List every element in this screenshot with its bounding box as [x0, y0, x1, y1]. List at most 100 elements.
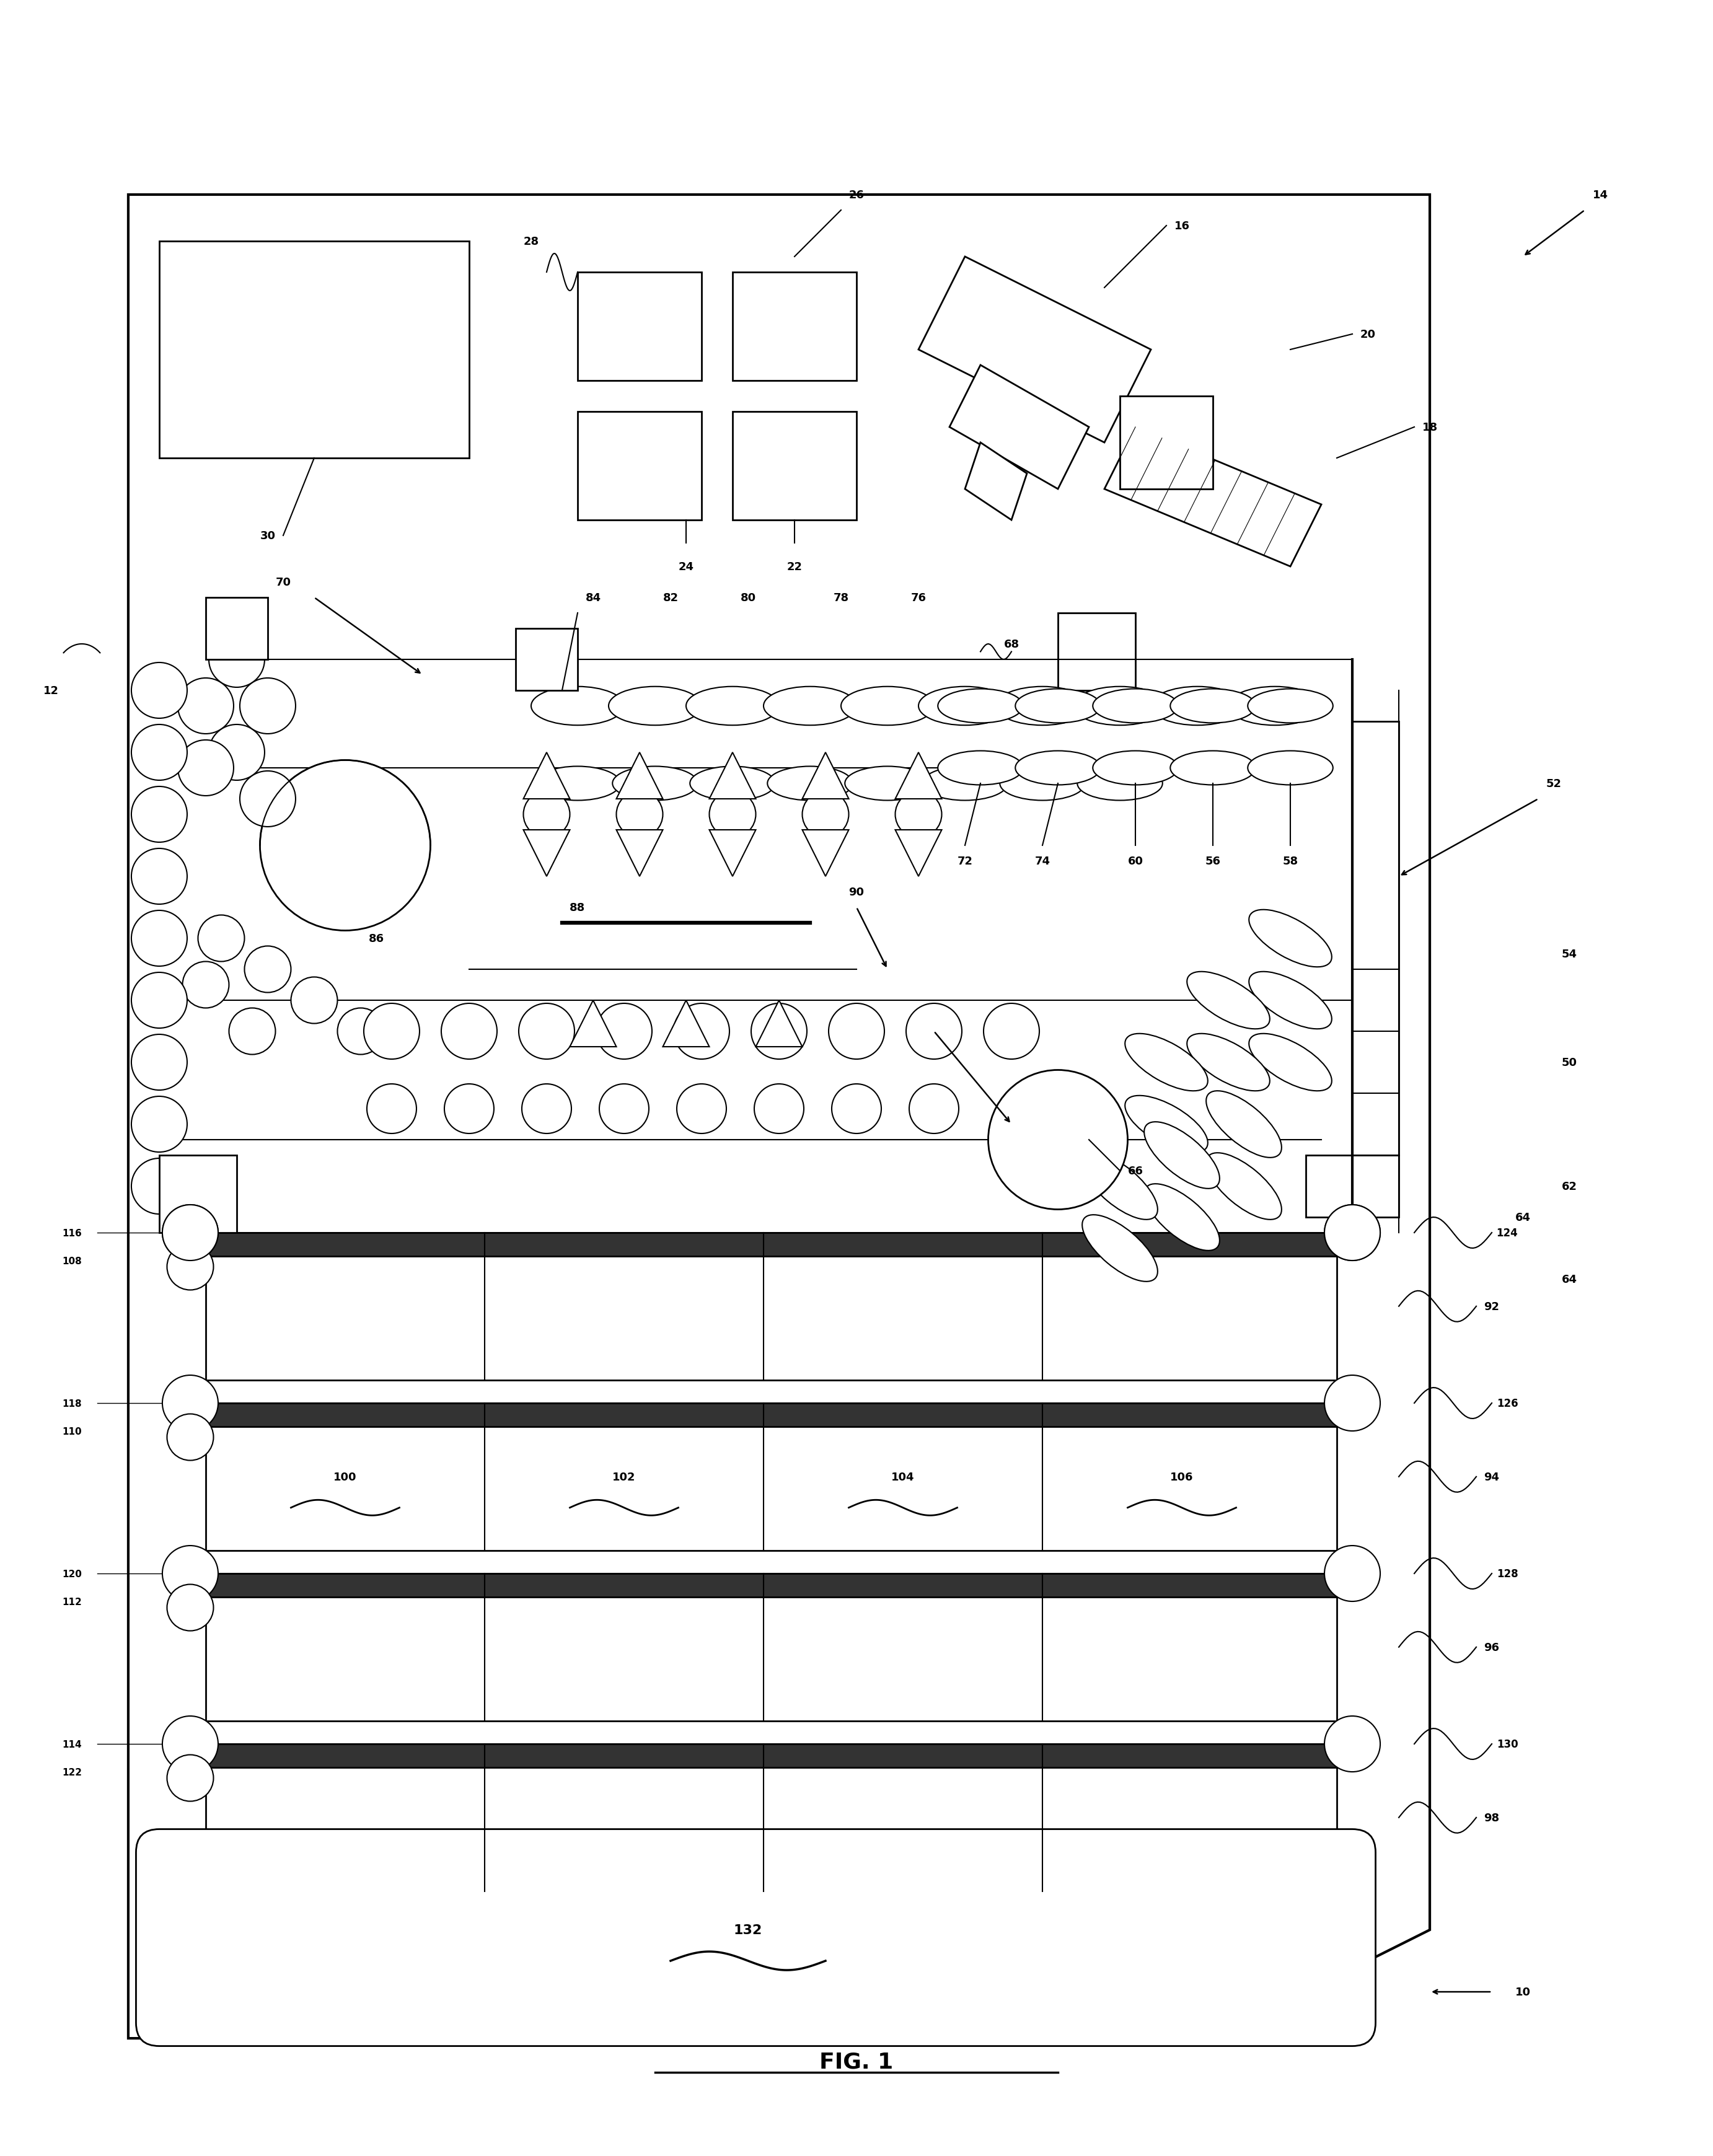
Polygon shape [918, 257, 1151, 442]
Circle shape [709, 791, 755, 839]
Circle shape [988, 1069, 1127, 1210]
Circle shape [363, 1005, 420, 1059]
Circle shape [337, 1009, 384, 1054]
Circle shape [245, 946, 291, 992]
Bar [206, 1574, 1336, 1720]
Ellipse shape [1074, 688, 1167, 727]
Circle shape [163, 1205, 218, 1261]
Text: 24: 24 [678, 561, 694, 573]
Ellipse shape [1249, 1035, 1331, 1091]
Text: 124: 124 [1497, 1227, 1518, 1238]
Circle shape [132, 849, 187, 906]
Text: 102: 102 [613, 1470, 636, 1483]
Ellipse shape [937, 750, 1023, 785]
Polygon shape [524, 752, 570, 800]
Text: 72: 72 [958, 856, 973, 867]
Text: 118: 118 [62, 1399, 82, 1408]
Circle shape [166, 1414, 214, 1460]
Circle shape [596, 1005, 653, 1059]
Text: 18: 18 [1422, 423, 1437, 433]
Text: 120: 120 [62, 1570, 82, 1578]
Text: 94: 94 [1483, 1470, 1499, 1483]
Circle shape [1324, 1716, 1381, 1772]
Circle shape [132, 724, 187, 780]
Text: 22: 22 [786, 561, 802, 573]
Text: 80: 80 [740, 593, 755, 604]
Ellipse shape [1000, 768, 1084, 800]
Ellipse shape [1170, 750, 1256, 785]
Polygon shape [755, 1000, 802, 1048]
Circle shape [178, 740, 233, 796]
Bar [577, 412, 702, 520]
Circle shape [906, 1005, 963, 1059]
Polygon shape [524, 830, 570, 877]
Ellipse shape [613, 768, 697, 800]
Polygon shape [663, 1000, 709, 1048]
Circle shape [183, 962, 230, 1009]
Ellipse shape [690, 768, 776, 800]
Text: 76: 76 [911, 593, 927, 604]
Bar [733, 412, 856, 520]
Ellipse shape [1247, 690, 1333, 722]
Circle shape [522, 1084, 572, 1134]
Circle shape [600, 1084, 649, 1134]
Text: 126: 126 [1497, 1397, 1518, 1408]
Ellipse shape [918, 688, 1011, 727]
Ellipse shape [937, 690, 1023, 722]
Circle shape [178, 679, 233, 735]
Text: 82: 82 [663, 593, 678, 604]
Bar [159, 241, 469, 459]
Text: 66: 66 [1127, 1166, 1143, 1177]
Text: 122: 122 [62, 1768, 82, 1777]
Ellipse shape [1170, 690, 1256, 722]
Text: 64: 64 [1562, 1274, 1578, 1285]
Bar [516, 630, 577, 690]
Text: 130: 130 [1497, 1738, 1518, 1751]
Text: 128: 128 [1497, 1567, 1518, 1578]
Text: 108: 108 [62, 1257, 82, 1266]
Text: 84: 84 [586, 593, 601, 604]
Polygon shape [802, 752, 848, 800]
Ellipse shape [1016, 690, 1100, 722]
Polygon shape [802, 830, 848, 877]
Text: 54: 54 [1562, 949, 1578, 959]
Text: 100: 100 [334, 1470, 356, 1483]
Polygon shape [570, 1000, 617, 1048]
Text: 132: 132 [733, 1923, 762, 1936]
Text: FIG. 1: FIG. 1 [819, 2050, 894, 2072]
Ellipse shape [1187, 972, 1269, 1028]
Bar [1305, 1156, 1400, 1218]
Text: 60: 60 [1127, 856, 1143, 867]
Ellipse shape [845, 768, 930, 800]
Ellipse shape [1077, 768, 1163, 800]
Ellipse shape [995, 688, 1089, 727]
Circle shape [519, 1005, 574, 1059]
Circle shape [132, 910, 187, 966]
Text: 64: 64 [1514, 1212, 1530, 1222]
Text: 12: 12 [43, 686, 58, 696]
Text: 26: 26 [848, 190, 865, 201]
Circle shape [802, 791, 848, 839]
Polygon shape [896, 752, 942, 800]
Ellipse shape [531, 688, 624, 727]
Circle shape [524, 791, 570, 839]
Polygon shape [617, 752, 663, 800]
Text: 86: 86 [368, 934, 384, 944]
Text: 92: 92 [1483, 1300, 1499, 1313]
Polygon shape [964, 442, 1026, 520]
Ellipse shape [1206, 1091, 1281, 1158]
Circle shape [230, 1009, 276, 1054]
Ellipse shape [1206, 1153, 1281, 1220]
Text: 90: 90 [848, 886, 865, 897]
Text: 30: 30 [260, 530, 276, 541]
Ellipse shape [1249, 972, 1331, 1028]
Text: 88: 88 [570, 901, 586, 914]
Circle shape [163, 1716, 218, 1772]
Text: 70: 70 [276, 578, 291, 589]
Ellipse shape [1125, 1035, 1208, 1091]
Polygon shape [949, 367, 1089, 489]
Ellipse shape [1093, 750, 1179, 785]
Circle shape [617, 791, 663, 839]
Circle shape [240, 679, 296, 735]
Circle shape [166, 1755, 214, 1802]
